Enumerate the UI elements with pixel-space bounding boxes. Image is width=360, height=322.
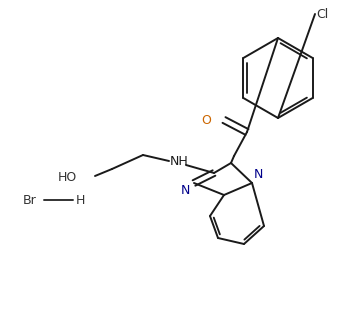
Text: H: H bbox=[76, 194, 85, 206]
Text: HO: HO bbox=[58, 171, 77, 184]
Text: NH: NH bbox=[170, 155, 189, 167]
Text: Cl: Cl bbox=[316, 7, 328, 21]
Text: O: O bbox=[201, 113, 211, 127]
Text: N: N bbox=[254, 167, 264, 181]
Text: N: N bbox=[180, 184, 190, 196]
Text: Br: Br bbox=[23, 194, 37, 206]
